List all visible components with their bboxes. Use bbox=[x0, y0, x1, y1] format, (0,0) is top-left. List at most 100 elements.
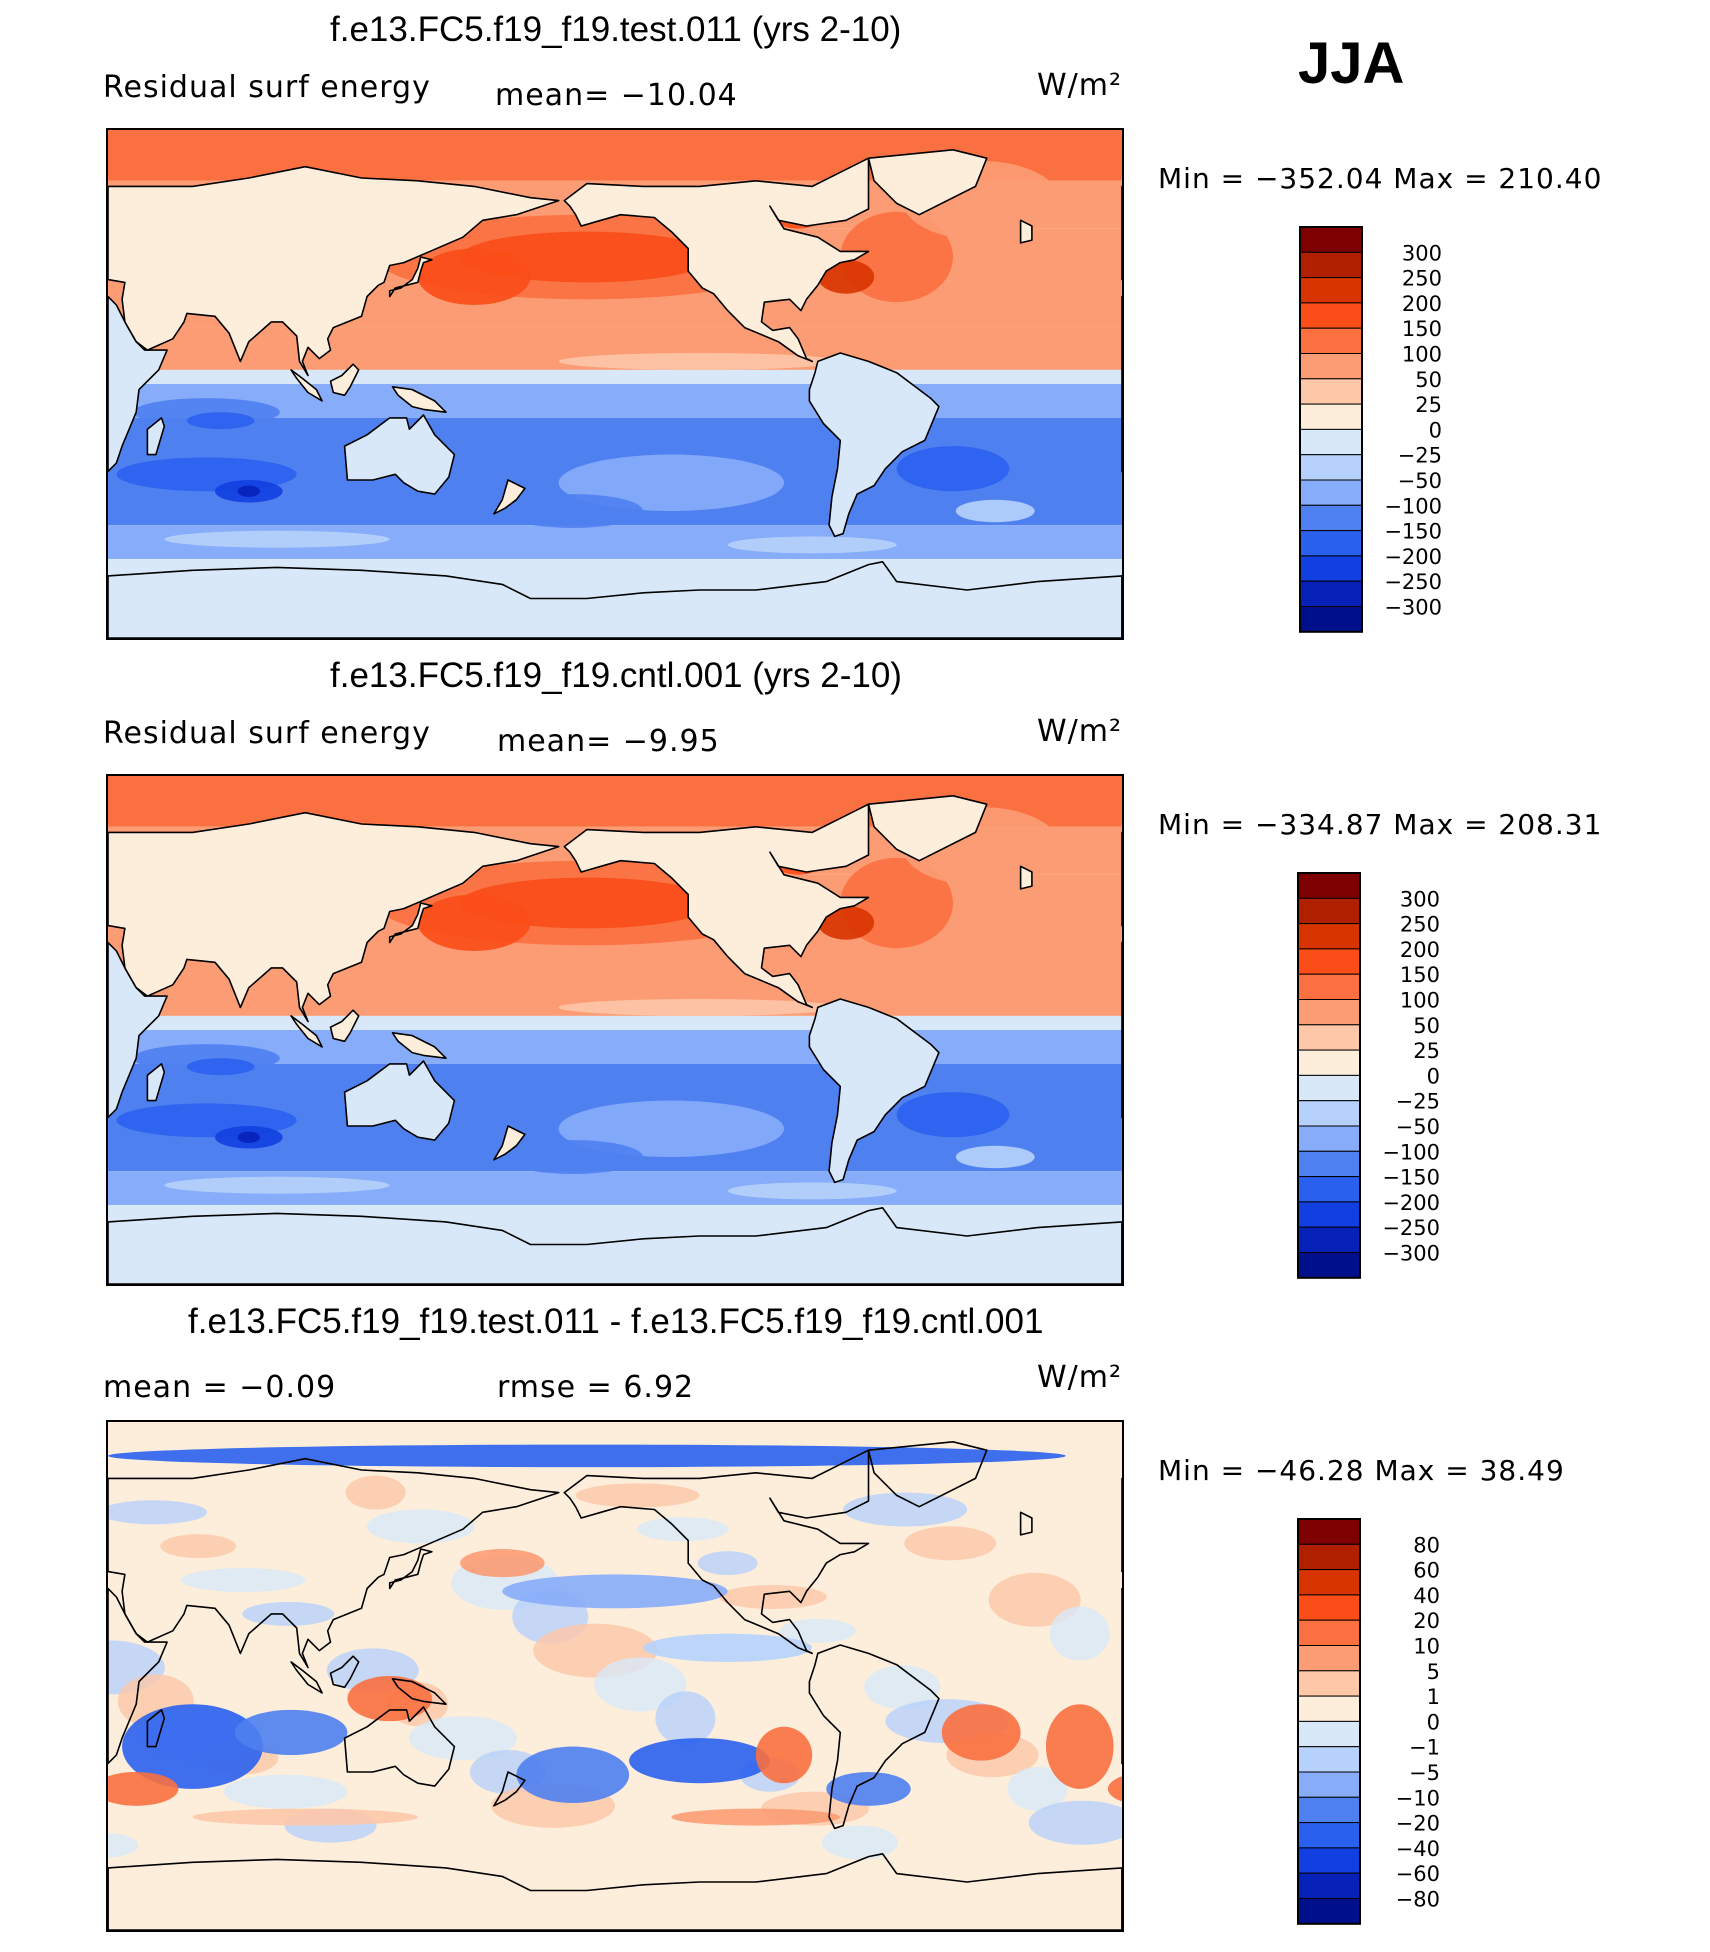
panel-2-colorbar-box-5 bbox=[1297, 999, 1361, 1026]
panel-1-colorbar-label-0: 300 bbox=[1402, 241, 1442, 265]
panel-3-colorbar-box-0 bbox=[1297, 1518, 1361, 1545]
panel-3-land-samerica bbox=[808, 1644, 940, 1830]
panel-1-colorbar-label-4: 100 bbox=[1402, 343, 1442, 367]
panel-1-colorbar-label-7: 0 bbox=[1429, 418, 1442, 442]
panel-2-anomaly-14 bbox=[502, 1140, 644, 1174]
panel-3-land-uk bbox=[1019, 1511, 1033, 1536]
panel-1-colorbar-box-11 bbox=[1299, 504, 1363, 532]
panel-3-land-nz bbox=[493, 1771, 526, 1807]
panel-1-colorbar-box-6 bbox=[1299, 378, 1363, 405]
panel-3-land-eurasia bbox=[108, 1457, 560, 1669]
panel-1-colorbar-label-12: −200 bbox=[1384, 545, 1442, 569]
panel-3-texture-30 bbox=[1007, 1766, 1068, 1811]
panel-3-colorbar-label-14: −80 bbox=[1396, 1888, 1440, 1912]
panel-1-land-namerica bbox=[563, 157, 870, 363]
panel-3-colorbar-box-4 bbox=[1297, 1619, 1361, 1646]
panel-2-colorbar-box-3 bbox=[1297, 948, 1361, 975]
panel-2-colorbar-label-12: −200 bbox=[1382, 1191, 1440, 1215]
panel-1-colorbar-box-10 bbox=[1299, 479, 1363, 506]
panel-3-texture-25 bbox=[345, 1475, 406, 1510]
panel-2-variable-label: Residual surf energy bbox=[103, 716, 431, 751]
panel-2-colorbar-box-0 bbox=[1297, 872, 1361, 899]
panel-3-anomaly-2 bbox=[234, 1709, 348, 1756]
panel-1-anomaly-11 bbox=[237, 485, 261, 497]
panel-2-colorbar-box-4 bbox=[1297, 973, 1361, 1000]
panel-1-colorbar-box-9 bbox=[1299, 454, 1363, 481]
panel-3-minmax: Min = −46.28 Max = 38.49 bbox=[1158, 1454, 1565, 1487]
panel-3-colorbar-box-8 bbox=[1297, 1720, 1361, 1748]
panel-1-land-greenland bbox=[867, 149, 988, 216]
panel-3-colorbar-label-11: −20 bbox=[1396, 1812, 1440, 1836]
panel-3-anomaly-6 bbox=[1045, 1704, 1114, 1789]
panel-3-land-namerica bbox=[563, 1449, 870, 1655]
season-label: JJA bbox=[1298, 31, 1405, 96]
panel-3-texture-21 bbox=[822, 1825, 899, 1860]
panel-2-land-madagascar bbox=[146, 1063, 166, 1102]
panel-3-texture-16 bbox=[160, 1534, 237, 1559]
panel-1-land-uk bbox=[1019, 219, 1033, 244]
panel-2-land-nz bbox=[493, 1125, 526, 1161]
panel-3-anomaly-0 bbox=[108, 1444, 1066, 1468]
panel-3-colorbar-label-5: 5 bbox=[1427, 1660, 1440, 1684]
panel-3-map bbox=[106, 1420, 1124, 1932]
panel-1-colorbar-frame bbox=[1299, 226, 1363, 633]
panel-3-texture-7 bbox=[988, 1572, 1081, 1627]
panel-3-colorbar-label-13: −60 bbox=[1396, 1862, 1440, 1886]
panel-3-texture-36 bbox=[779, 1618, 856, 1643]
panel-3-anomaly-11 bbox=[460, 1549, 545, 1578]
panel-3-land-sumatra bbox=[290, 1661, 323, 1694]
panel-3-anomaly-10 bbox=[502, 1574, 728, 1609]
panel-3-colorbar-box-2 bbox=[1297, 1569, 1361, 1596]
panel-1-land-madagascar bbox=[146, 417, 166, 456]
panel-1-land-australia bbox=[343, 414, 456, 495]
panel-2-colorbar-box-14 bbox=[1297, 1226, 1361, 1254]
panel-3-colorbar-label-9: −5 bbox=[1409, 1761, 1440, 1785]
panel-3-units: W/m² bbox=[1037, 1360, 1123, 1395]
panel-2-colorbar-label-1: 250 bbox=[1400, 913, 1440, 937]
panel-2-anomaly-11 bbox=[237, 1131, 261, 1143]
panel-1-colorbar-box-13 bbox=[1299, 555, 1363, 582]
panel-3-texture-24 bbox=[181, 1568, 306, 1593]
panel-1-units: W/m² bbox=[1037, 68, 1123, 103]
panel-2-anomaly-18 bbox=[955, 1145, 1035, 1169]
panel-3-anomaly-9 bbox=[941, 1704, 1021, 1761]
panel-1-colorbar-label-9: −50 bbox=[1398, 469, 1442, 493]
panel-1-colorbar-box-4 bbox=[1299, 327, 1363, 354]
panel-3-colorbar-label-10: −10 bbox=[1396, 1786, 1440, 1810]
panel-3-anomaly-7 bbox=[108, 1771, 179, 1806]
panel-1-land-samerica bbox=[808, 352, 940, 538]
panel-3-colorbar-box-12 bbox=[1297, 1822, 1361, 1849]
panel-2-colorbar-label-9: −50 bbox=[1396, 1115, 1440, 1139]
panel-2-colorbar-label-5: 50 bbox=[1413, 1014, 1440, 1038]
panel-3-anomaly-15 bbox=[643, 1633, 813, 1662]
panel-3-texture-12 bbox=[636, 1517, 729, 1542]
panel-2-title: f.e13.FC5.f19_f19.cntl.001 (yrs 2-10) bbox=[330, 656, 902, 695]
panel-2-colorbar-label-8: −25 bbox=[1396, 1090, 1440, 1114]
panel-3-colorbar-box-1 bbox=[1297, 1543, 1361, 1571]
panel-1-land-nz bbox=[493, 479, 526, 515]
panel-1-anomaly-18 bbox=[955, 499, 1035, 523]
panel-3-colorbar: 80 60 40 20 10 5 1 0 −1 −5 −10 −20 −40 −60 −80 bbox=[1297, 1518, 1458, 1925]
panel-3-land-antarctic bbox=[108, 1853, 1122, 1930]
panel-1-colorbar-box-1 bbox=[1299, 251, 1363, 279]
panel-3-texture-27 bbox=[594, 1657, 687, 1712]
panel-3-texture-28 bbox=[718, 1584, 827, 1609]
panel-3-colorbar-box-3 bbox=[1297, 1594, 1361, 1621]
panel-3-colorbar-box-13 bbox=[1297, 1847, 1361, 1874]
panel-1-colorbar-box-5 bbox=[1299, 353, 1363, 380]
panel-1-colorbar-label-10: −100 bbox=[1384, 494, 1442, 518]
panel-3-colorbar-box-6 bbox=[1297, 1670, 1361, 1697]
panel-1-colorbar-box-3 bbox=[1299, 302, 1363, 329]
panel-3-land-borneo bbox=[329, 1655, 360, 1689]
panel-2-land-australia bbox=[343, 1060, 456, 1141]
panel-3-colorbar-box-7 bbox=[1297, 1695, 1361, 1722]
panel-2-colorbar-box-13 bbox=[1297, 1201, 1361, 1228]
panel-1-colorbar-label-13: −250 bbox=[1384, 570, 1442, 594]
panel-1-colorbar-label-11: −150 bbox=[1384, 520, 1442, 544]
panel-3-land-japan bbox=[388, 1548, 433, 1590]
panel-2-anomaly-17 bbox=[727, 1182, 897, 1200]
panel-3-texture-37 bbox=[904, 1526, 997, 1561]
panel-1-mean: mean= −10.04 bbox=[495, 78, 738, 113]
panel-3-anomaly-8 bbox=[347, 1676, 432, 1722]
panel-2-band-4 bbox=[108, 1015, 1122, 1030]
